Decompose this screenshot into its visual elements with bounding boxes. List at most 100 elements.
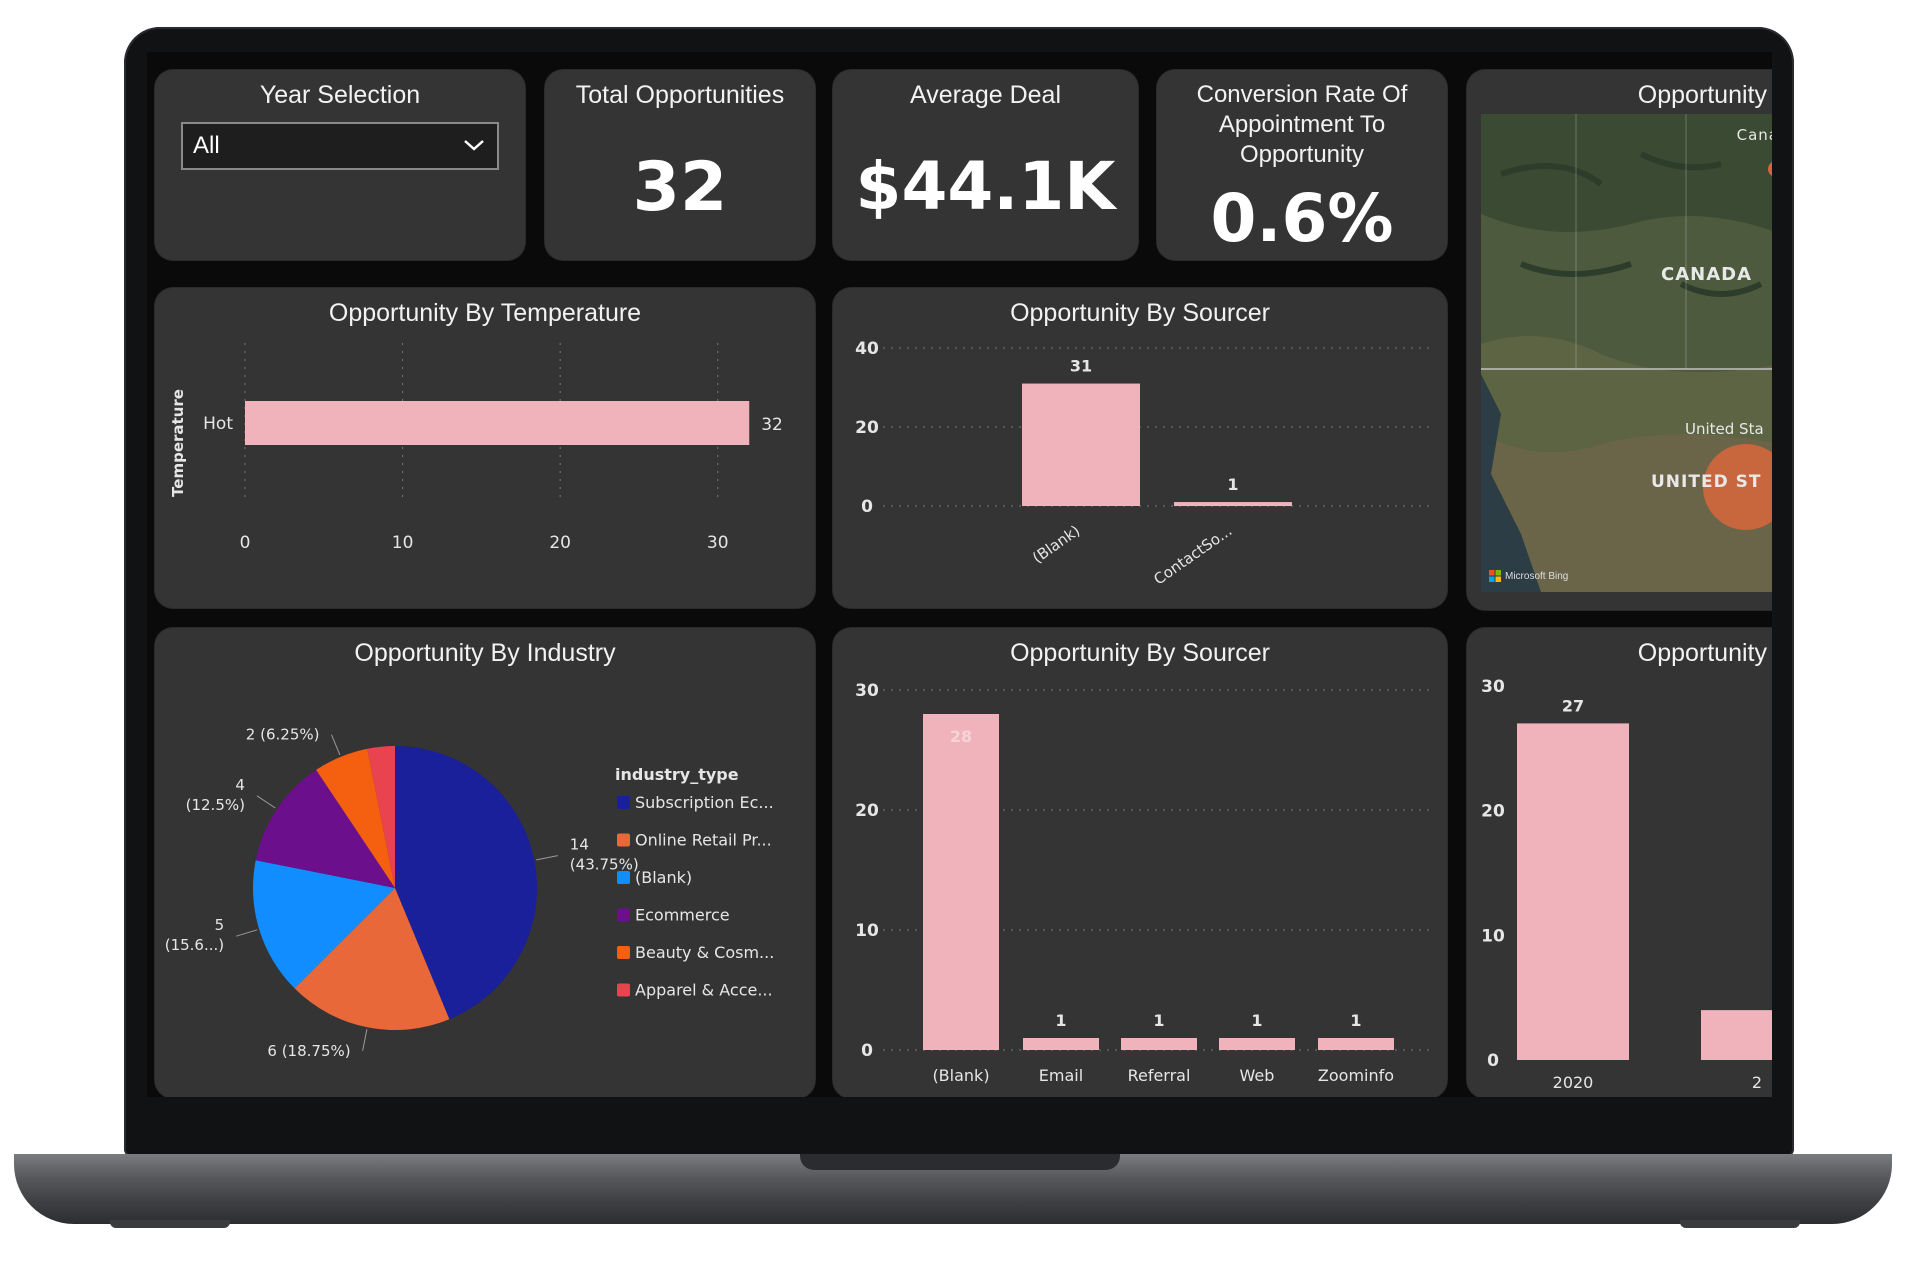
y-tick-label: 30 (855, 681, 879, 701)
pie-leader-line (362, 1029, 368, 1051)
x-tick-label: Referral (1128, 1066, 1191, 1085)
average-deal-value: $44.1K (855, 148, 1116, 225)
map-label-canada: CANADA (1661, 264, 1753, 285)
legend-item: Online Retail Pr... (635, 831, 772, 850)
conversion-rate-title: Conversion Rate Of Appointment To Opport… (1196, 81, 1408, 168)
sourcer-chart-top-title: Opportunity By Sourcer (1010, 299, 1270, 327)
bar (1318, 1038, 1394, 1050)
opportunity-year-chart-title: Opportunity (1637, 639, 1767, 667)
industry-chart-title: Opportunity By Industry (354, 639, 616, 667)
temperature-chart: 0 10 20 30 Temperature Hot 32 (169, 343, 783, 553)
x-tick-label: Zoominfo (1318, 1066, 1394, 1085)
pie-data-label: 5 (215, 916, 225, 934)
x-tick-label: 20 (549, 533, 571, 553)
legend-swatch (617, 833, 630, 847)
x-tick-label: 2 (1752, 1073, 1762, 1092)
total-opportunities-card: Total Opportunities 32 (545, 70, 815, 260)
legend-item: Beauty & Cosm... (635, 943, 774, 962)
pie-data-label: (43.75%) (570, 856, 639, 874)
conversion-rate-value: 0.6% (1210, 180, 1394, 257)
x-tick-label: (Blank) (932, 1066, 989, 1085)
legend-swatch (617, 983, 630, 997)
average-deal-title: Average Deal (909, 81, 1062, 109)
pie-leader-line (536, 855, 558, 861)
map-title: Opportunity (1637, 81, 1767, 109)
y-tick-label: 20 (1481, 802, 1505, 822)
pie-slice (255, 769, 395, 888)
y-axis-title: Temperature (169, 389, 187, 497)
year-dropdown-value: All (193, 132, 220, 159)
pie-data-label: 4 (235, 776, 245, 794)
year-dropdown[interactable]: All (181, 122, 499, 170)
bar (1219, 1038, 1295, 1050)
map-label-united-states-small: United Sta (1685, 420, 1764, 438)
pie-data-label: (12.5%) (186, 796, 245, 814)
x-tick-label: 10 (392, 533, 414, 553)
pie-data-label: 2 (6.25%) (246, 726, 320, 744)
pie-slice (316, 748, 395, 888)
laptop-foot-right (1680, 1220, 1800, 1228)
bar (923, 714, 999, 1050)
dashboard-screen: Year Selection All Total Opportunities 3… (147, 52, 1772, 1097)
total-opportunities-title: Total Opportunities (575, 81, 785, 109)
pie-slice (395, 746, 537, 1020)
y-tick-label: 0 (861, 497, 873, 517)
bar (1517, 723, 1629, 1060)
bar (1022, 383, 1140, 506)
pie-data-label: (15.6...) (165, 936, 224, 954)
legend-item: (Blank) (635, 868, 692, 887)
legend-swatch (617, 946, 630, 959)
map-attribution-text: Microsoft Bing (1505, 570, 1569, 582)
data-label: 32 (761, 415, 783, 435)
pie-leader-line (256, 795, 276, 809)
y-tick-label: 0 (861, 1041, 873, 1061)
legend-swatch (617, 871, 630, 884)
y-tick-label: 30 (1481, 677, 1505, 697)
year-selection-title: Year Selection (259, 81, 421, 109)
data-label: 28 (950, 727, 972, 746)
y-tick-label: 40 (855, 339, 879, 359)
sourcer-chart-top-card: Opportunity By Sourcer 0 20 40 31 (Blank) 1 Co… (833, 288, 1447, 608)
bar (1023, 1038, 1099, 1050)
y-tick-label: 10 (855, 921, 879, 941)
map-label-canada-small: Cana (1736, 126, 1772, 144)
data-label: 31 (1070, 357, 1092, 376)
x-tick-label: 2020 (1553, 1073, 1594, 1092)
data-label: 1 (1227, 475, 1238, 494)
laptop-foot-left (110, 1220, 230, 1228)
y-tick-label: 20 (855, 418, 879, 438)
map-label-united-states: UNITED ST (1651, 472, 1762, 492)
x-tick-label: Email (1039, 1066, 1083, 1085)
bar (1121, 1038, 1197, 1050)
x-tick-label: 0 (240, 533, 251, 553)
pie-slice (253, 860, 395, 989)
bar (1174, 502, 1292, 507)
pie-slice (367, 746, 395, 888)
y-tick-label: 0 (1487, 1051, 1499, 1071)
chevron-down-icon (464, 140, 484, 151)
pie-leader-line (331, 734, 341, 756)
y-tick-label: Hot (203, 414, 233, 434)
conversion-rate-card: Conversion Rate Of Appointment To Opport… (1157, 70, 1447, 260)
legend-item: Apparel & Acce... (635, 981, 773, 1000)
x-tick-label: (Blank) (1029, 522, 1083, 567)
pie-slice (294, 888, 450, 1030)
opportunity-map-card: Opportunity Cana CANADA United Sta UNITE… (1467, 70, 1772, 610)
data-label: 1 (1251, 1011, 1262, 1030)
pie-data-label: 14 (570, 836, 589, 854)
opportunity-year-chart-card: Opportunity 0 10 20 30 27 2020 2 (1467, 628, 1772, 1097)
y-tick-label: 20 (855, 801, 879, 821)
sourcer-chart-bottom: 0 10 20 30 28 (Blank) 1 Email 1 Referral 1 Web 1 Zoom… (855, 681, 1433, 1085)
x-tick-label: Web (1240, 1066, 1275, 1085)
legend-swatch (617, 908, 630, 922)
temperature-chart-title: Opportunity By Temperature (328, 299, 642, 327)
bar (1701, 1010, 1772, 1060)
map-attribution: Microsoft Bing (1489, 570, 1568, 582)
x-tick-label: 30 (707, 533, 729, 553)
pie-data-label: 6 (18.75%) (267, 1042, 350, 1060)
legend-item: Subscription Ec... (635, 793, 774, 812)
opportunity-map[interactable]: Cana CANADA United Sta UNITED ST Microso… (1481, 114, 1772, 592)
map-bubble[interactable] (1703, 444, 1772, 530)
temperature-chart-card: Opportunity By Temperature 0 10 20 30 Temper… (155, 288, 815, 608)
data-label: 27 (1562, 696, 1584, 715)
